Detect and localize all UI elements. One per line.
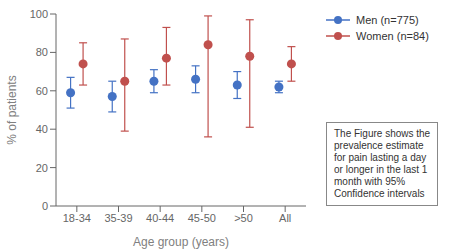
svg-text:% of patients: % of patients [8,75,19,144]
svg-text:40-44: 40-44 [146,212,174,224]
svg-text:60: 60 [36,85,48,97]
html-text:Women (n=84): Women (n=84) [356,30,429,42]
svg-text:40: 40 [36,123,48,135]
svg-text:0: 0 [42,200,48,212]
svg-text:20: 20 [36,162,48,174]
svg-text:Age group (years): Age group (years) [133,235,229,249]
html-text:Men (n=775): Men (n=775) [356,14,419,26]
svg-text:>50: >50 [234,212,253,224]
svg-text:100: 100 [30,8,48,20]
svg-text:All: All [279,212,291,224]
svg-text:18-34: 18-34 [63,212,91,224]
svg-text:80: 80 [36,46,48,58]
svg-text:35-39: 35-39 [104,212,132,224]
svg-text:45-50: 45-50 [188,212,216,224]
html-text:The Figure shows the prevalenc: The Figure shows the prevalence estimate… [334,128,431,199]
